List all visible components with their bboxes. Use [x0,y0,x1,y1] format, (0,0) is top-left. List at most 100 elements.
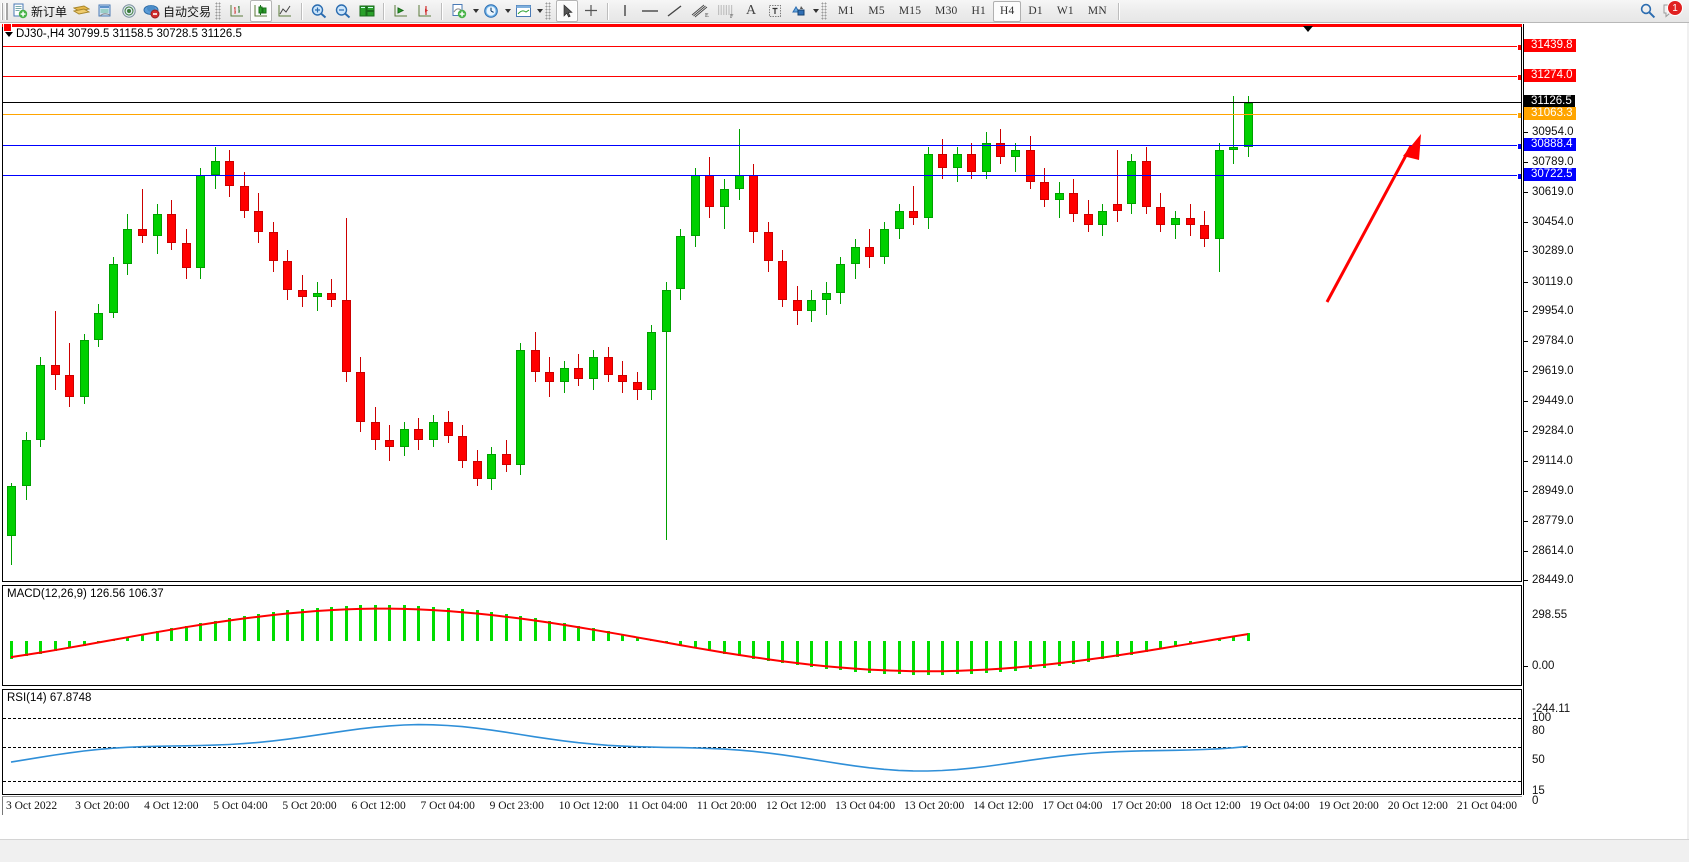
tab-timeframe-mn[interactable]: MN [1087,5,1107,17]
price-scale[interactable]: 30954.0 30789.0 30619.0 30454.0 30289.0 30119… [1523,24,1687,807]
price-level-badge[interactable]: 30722.5 [1524,167,1576,181]
auto-trading-label: 自动交易 [163,4,212,19]
data-window-button[interactable] [94,0,116,22]
periods-button[interactable] [480,0,502,22]
navigator-button[interactable] [118,0,140,22]
trendline-button[interactable] [664,0,686,22]
indicators-dropdown-caret[interactable] [473,9,480,13]
candle-body [1141,160,1151,208]
zoom-out-button[interactable] [332,0,354,22]
price-tick: 28949.0 [1524,485,1574,497]
shapes-icon [792,6,805,16]
svg-text:F: F [730,14,734,19]
price-level-badge[interactable]: 31063.3 [1524,106,1576,120]
rsi-line [10,723,1248,772]
alerts-button[interactable]: 1 [1661,0,1683,22]
candle-body [676,235,686,290]
price-level-handle[interactable] [1517,74,1521,82]
toolbar-separator-1 [301,2,304,20]
indicators-button[interactable] [448,0,470,22]
price-level-line[interactable] [3,143,1521,151]
market-watch-button[interactable] [70,0,92,22]
price-level-badge[interactable]: 31439.8 [1524,39,1576,53]
price-level-line[interactable] [3,111,1521,119]
bar-chart-button[interactable] [226,0,248,22]
chart-shift-button[interactable] [414,0,436,22]
macd-bar [868,640,872,673]
tab-timeframe-d1[interactable]: D1 [1028,5,1043,17]
candle-body [1040,182,1050,201]
time-scale[interactable]: 3 Oct 2022 3 Oct 20:00 4 Oct 12:00 5 Oct 04… [2,796,1522,817]
symbol-expand-caret[interactable] [5,32,13,37]
price-level-handle[interactable] [1517,143,1521,151]
text-label-button[interactable] [764,0,786,22]
macd-pane[interactable]: MACD(12,26,9) 126.56 106.37 [2,585,1522,686]
toolbar-grip-3[interactable] [545,2,552,20]
price-level-line[interactable] [3,44,1521,52]
equidistant-channel-button[interactable]: E [688,0,712,22]
candle-body [1156,207,1166,226]
macd-bar [359,605,363,641]
price-level-line[interactable] [3,172,1521,180]
auto-scroll-button[interactable] [390,0,412,22]
line-chart-button[interactable] [274,0,296,22]
trend-arrow-annotation[interactable] [1303,130,1443,310]
auto-scroll-icon [394,5,408,17]
new-order-icon [13,3,28,19]
search-icon [1640,3,1656,19]
fibonacci-button[interactable]: F [714,0,738,22]
data-window-icon [98,4,111,17]
toolbar-grip-4[interactable] [821,2,828,20]
tile-windows-button[interactable] [356,0,378,22]
price-level-line[interactable] [3,102,1521,104]
objects-dropdown-caret[interactable] [813,9,820,13]
tab-timeframe-m15[interactable]: M15 [898,5,922,17]
rsi-pane[interactable]: RSI(14) 67.8748 [2,689,1522,795]
price-level-badge[interactable]: 31274.0 [1524,69,1576,83]
macd-bar [519,616,523,641]
price-level-handle[interactable] [1517,44,1521,52]
macd-bar [199,623,203,641]
tab-timeframe-m5[interactable]: M5 [868,5,885,17]
macd-bar [53,640,57,652]
price-level-handle[interactable] [1517,172,1521,180]
tab-timeframe-w1[interactable]: W1 [1056,5,1074,17]
search-button[interactable] [1637,0,1659,22]
macd-bar [839,640,843,671]
rsi-tick: 0 [1532,795,1539,807]
macd-bar [1043,640,1047,668]
periods-dropdown-caret[interactable] [505,9,512,13]
tab-timeframe-m1[interactable]: M1 [838,5,855,17]
toolbar-grip[interactable] [1,2,8,20]
macd-bar [1086,640,1090,662]
new-order-button[interactable]: 新订单 [11,0,68,22]
zoom-in-button[interactable] [308,0,330,22]
price-level-badge[interactable]: 30888.4 [1524,138,1576,152]
macd-signal-line [10,607,1248,673]
time-tick: 12 Oct 12:00 [766,800,827,812]
price-level-line[interactable] [3,74,1521,82]
chart-shift-marker[interactable] [1303,26,1313,32]
candlestick-chart-button[interactable] [250,0,273,22]
candle-wick [1058,182,1060,218]
objects-button[interactable] [788,0,810,22]
cursor-button[interactable] [556,0,579,22]
text-button[interactable]: A [740,0,762,22]
price-level-handle[interactable] [1517,111,1521,119]
candle-body [938,153,948,168]
crosshair-button[interactable] [580,0,602,22]
price-level-badge[interactable]: 31126.5 [1524,95,1575,109]
templates-button[interactable] [512,0,534,22]
tab-timeframe-m30[interactable]: M30 [935,5,958,17]
macd-label: MACD(12,26,9) 126.56 106.37 [7,588,164,600]
top-level-handle[interactable] [3,23,12,32]
toolbar-grip-2[interactable] [215,2,222,20]
auto-trading-button[interactable]: 自动交易 [142,0,212,22]
tab-timeframe-h4[interactable]: H4 [992,0,1022,22]
vertical-line-button[interactable] [614,0,636,22]
tab-timeframe-h1[interactable]: H1 [971,5,986,17]
templates-dropdown-caret[interactable] [537,9,544,13]
horizontal-line-button[interactable] [638,0,662,22]
candle-body [850,246,860,265]
price-pane[interactable] [2,24,1522,582]
